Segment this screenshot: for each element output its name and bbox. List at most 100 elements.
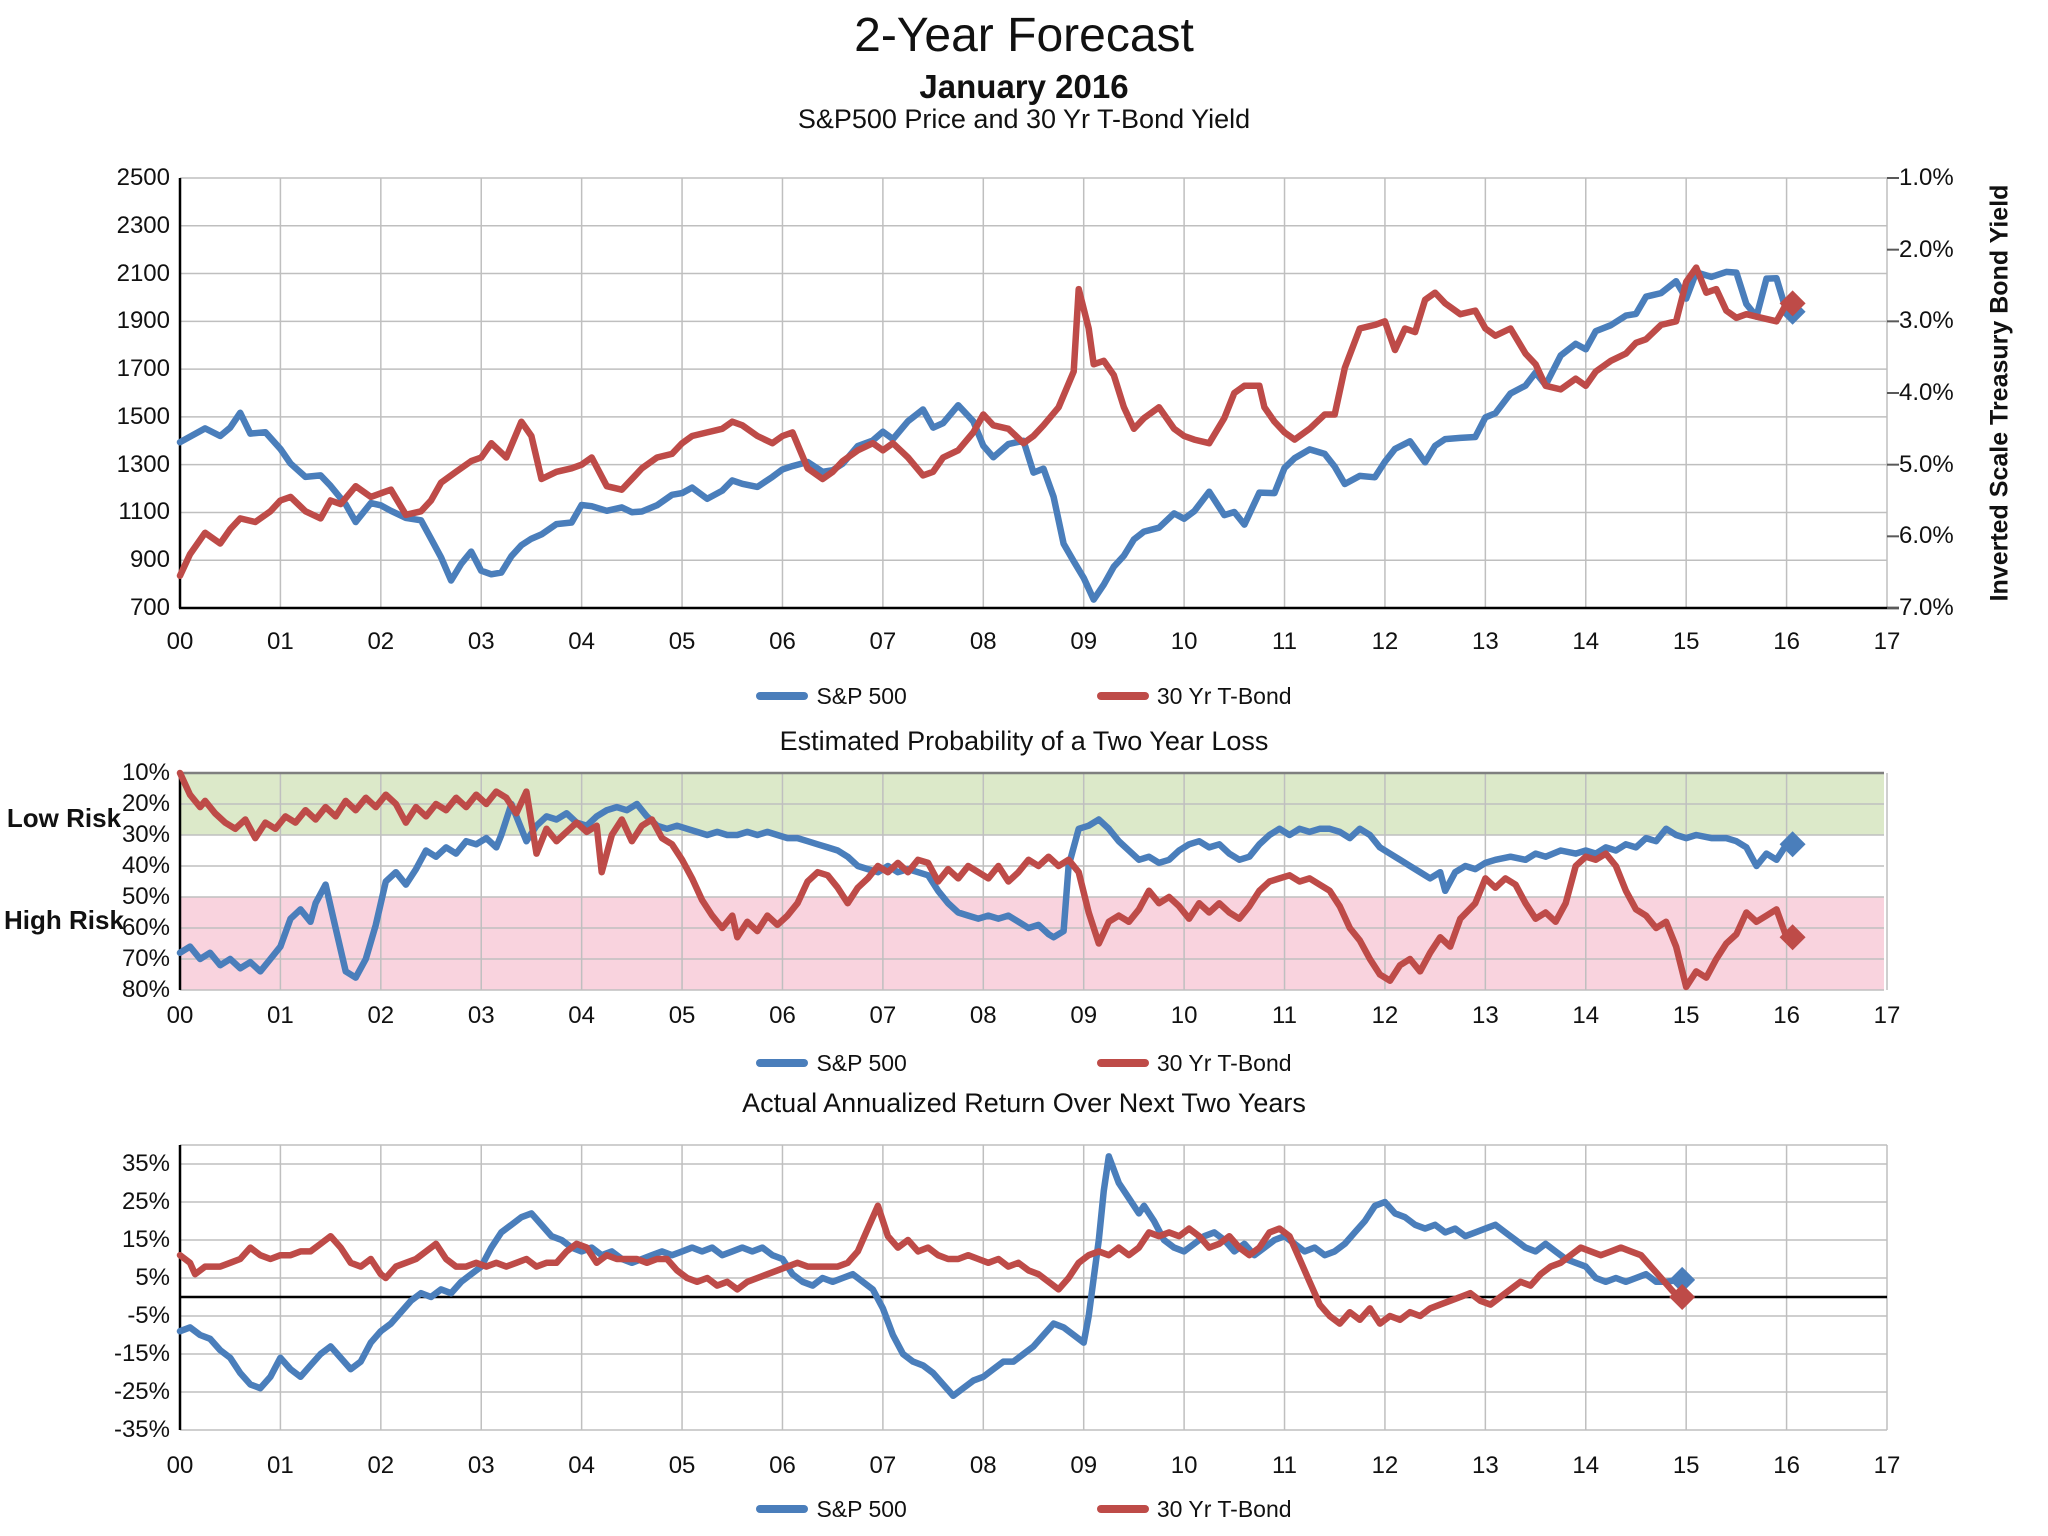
axis-tick-label: 10 bbox=[1170, 1002, 1198, 1029]
axis-tick-label: 1700 bbox=[116, 355, 170, 383]
axis-tick-label: 02 bbox=[367, 1452, 395, 1479]
axis-tick-label: 12 bbox=[1371, 628, 1399, 655]
return-chart-title: Actual Annualized Return Over Next Two Y… bbox=[742, 1088, 1306, 1118]
axis-tick-label: 700 bbox=[129, 594, 170, 621]
axis-tick-label: 04 bbox=[568, 1452, 595, 1479]
s-p-500-end-marker bbox=[1669, 1266, 1696, 1293]
30-yr-t-bond-return-line bbox=[176, 1202, 1682, 1327]
axis-tick-label: 04 bbox=[568, 1002, 595, 1029]
axis-tick-label: 08 bbox=[969, 1002, 997, 1029]
axis-tick-label: 20% bbox=[121, 790, 170, 817]
axis-tick-label: 60% bbox=[121, 914, 170, 941]
axis-tick-label: 1100 bbox=[118, 498, 170, 526]
axis-tick-label: 15 bbox=[1672, 1452, 1700, 1479]
axis-tick-label: 2300 bbox=[116, 211, 170, 239]
axis-tick-label: 70% bbox=[121, 945, 170, 972]
axis-tick-label: 11 bbox=[1272, 1452, 1297, 1479]
axis-tick-label: 13 bbox=[1471, 628, 1499, 655]
s-p-500-end-marker bbox=[1779, 831, 1806, 858]
axis-tick-label: 11 bbox=[1272, 1002, 1297, 1029]
axis-tick-label: -35% bbox=[113, 1416, 170, 1443]
axis-tick-label: 1900 bbox=[116, 307, 170, 335]
axis-tick-label: 17 bbox=[1873, 1002, 1901, 1029]
axis-tick-label: 12 bbox=[1371, 1452, 1399, 1479]
axis-tick-label: 14 bbox=[1572, 1452, 1600, 1479]
axis-tick-label: 09 bbox=[1070, 1452, 1098, 1479]
axis-tick-label: 13 bbox=[1471, 1002, 1499, 1029]
legend-item-sp500: S&P 500 bbox=[756, 1495, 907, 1523]
legend-item-sp500: S&P 500 bbox=[756, 682, 907, 710]
30-yr-t-bond-end-marker bbox=[1779, 924, 1806, 951]
axis-tick-label: 04 bbox=[568, 628, 595, 655]
axis-tick-label: 07 bbox=[869, 1452, 897, 1479]
axis-tick-label: 00 bbox=[166, 1452, 194, 1479]
legend-label: S&P 500 bbox=[816, 1049, 907, 1076]
axis-tick-label: 00 bbox=[166, 628, 194, 655]
axis-tick-label: 80% bbox=[121, 976, 170, 1003]
axis-tick-label: 12 bbox=[1371, 1002, 1399, 1029]
axis-tick-label: 11 bbox=[1272, 628, 1297, 655]
axis-tick-label: 50% bbox=[121, 883, 170, 910]
legend-label: S&P 500 bbox=[816, 1495, 907, 1522]
axis-tick-label: 2.0% bbox=[1899, 235, 1954, 263]
sp500-line-swatch bbox=[756, 1059, 809, 1067]
axis-tick-label: 06 bbox=[769, 628, 796, 655]
axis-tick-label: 14 bbox=[1572, 628, 1600, 655]
axis-tick-label: 15% bbox=[121, 1226, 170, 1253]
axis-tick-label: 1500 bbox=[116, 402, 170, 430]
axis-tick-label: 02 bbox=[367, 628, 395, 655]
axis-tick-label: 6.0% bbox=[1899, 522, 1954, 550]
price-chart-legend: S&P 500 30 Yr T-Bond bbox=[0, 683, 2048, 709]
page-title: 2-Year Forecast bbox=[854, 9, 1194, 62]
axis-tick-label: 900 bbox=[129, 546, 170, 574]
axis-tick-label: 15 bbox=[1672, 1002, 1700, 1029]
30-yr-t-bond-end-marker bbox=[1669, 1284, 1696, 1310]
high-risk-label: High Risk bbox=[4, 905, 124, 935]
axis-tick-label: 2100 bbox=[116, 259, 170, 287]
legend-label: S&P 500 bbox=[816, 682, 907, 709]
axis-tick-label: 1300 bbox=[116, 450, 170, 478]
axis-tick-label: 10 bbox=[1170, 628, 1198, 655]
page-subtitle: January 2016 bbox=[919, 68, 1129, 105]
axis-tick-label: 09 bbox=[1070, 628, 1098, 655]
axis-tick-label: 2500 bbox=[116, 164, 170, 191]
30-yr-t-bond-line bbox=[176, 264, 1790, 580]
axis-tick-label: 3.0% bbox=[1899, 307, 1954, 335]
axis-tick-label: 17 bbox=[1873, 1452, 1901, 1479]
axis-tick-label: 09 bbox=[1070, 1002, 1098, 1029]
legend-label: 30 Yr T-Bond bbox=[1156, 682, 1292, 709]
axis-tick-label: 05 bbox=[668, 628, 696, 655]
30-yr-t-bond-probability-line bbox=[176, 769, 1790, 991]
legend-label: 30 Yr T-Bond bbox=[1156, 1495, 1292, 1522]
axis-tick-label: 4.0% bbox=[1899, 379, 1954, 406]
tbond-line-swatch bbox=[1096, 692, 1149, 700]
axis-tick-label: 5% bbox=[135, 1264, 170, 1291]
axis-tick-label: 1.0% bbox=[1899, 164, 1954, 191]
axis-tick-label: 08 bbox=[969, 1452, 997, 1479]
axis-tick-label: -5% bbox=[127, 1302, 170, 1329]
sp500-line-swatch bbox=[756, 1505, 809, 1513]
axis-tick-label: 08 bbox=[969, 628, 997, 655]
30-yr-t-bond-end-marker bbox=[1779, 290, 1806, 317]
legend-item-tbond: 30 Yr T-Bond bbox=[1096, 682, 1292, 710]
sp500-line-swatch bbox=[756, 692, 809, 700]
axis-tick-label: 15 bbox=[1672, 628, 1700, 655]
axis-tick-label: 02 bbox=[367, 1002, 395, 1029]
axis-tick-label: -15% bbox=[113, 1340, 170, 1367]
axis-tick-label: 03 bbox=[467, 1002, 495, 1029]
probability-chart-legend: S&P 500 30 Yr T-Bond bbox=[0, 1050, 2048, 1076]
price-yield-chart-title: S&P500 Price and 30 Yr T-Bond Yield bbox=[797, 104, 1251, 134]
axis-tick-label: 03 bbox=[467, 628, 495, 655]
legend-item-sp500: S&P 500 bbox=[756, 1049, 907, 1077]
axis-tick-label: 40% bbox=[121, 852, 170, 879]
tbond-line-swatch bbox=[1096, 1505, 1149, 1513]
axis-tick-label: 05 bbox=[668, 1002, 696, 1029]
tbond-line-swatch bbox=[1096, 1059, 1149, 1067]
s-p-500-return-line bbox=[176, 1153, 1682, 1400]
axis-tick-label: 07 bbox=[869, 1002, 897, 1029]
legend-item-tbond: 30 Yr T-Bond bbox=[1096, 1495, 1292, 1523]
axis-tick-label: 35% bbox=[121, 1150, 170, 1177]
return-chart-legend: S&P 500 30 Yr T-Bond bbox=[0, 1496, 2048, 1522]
